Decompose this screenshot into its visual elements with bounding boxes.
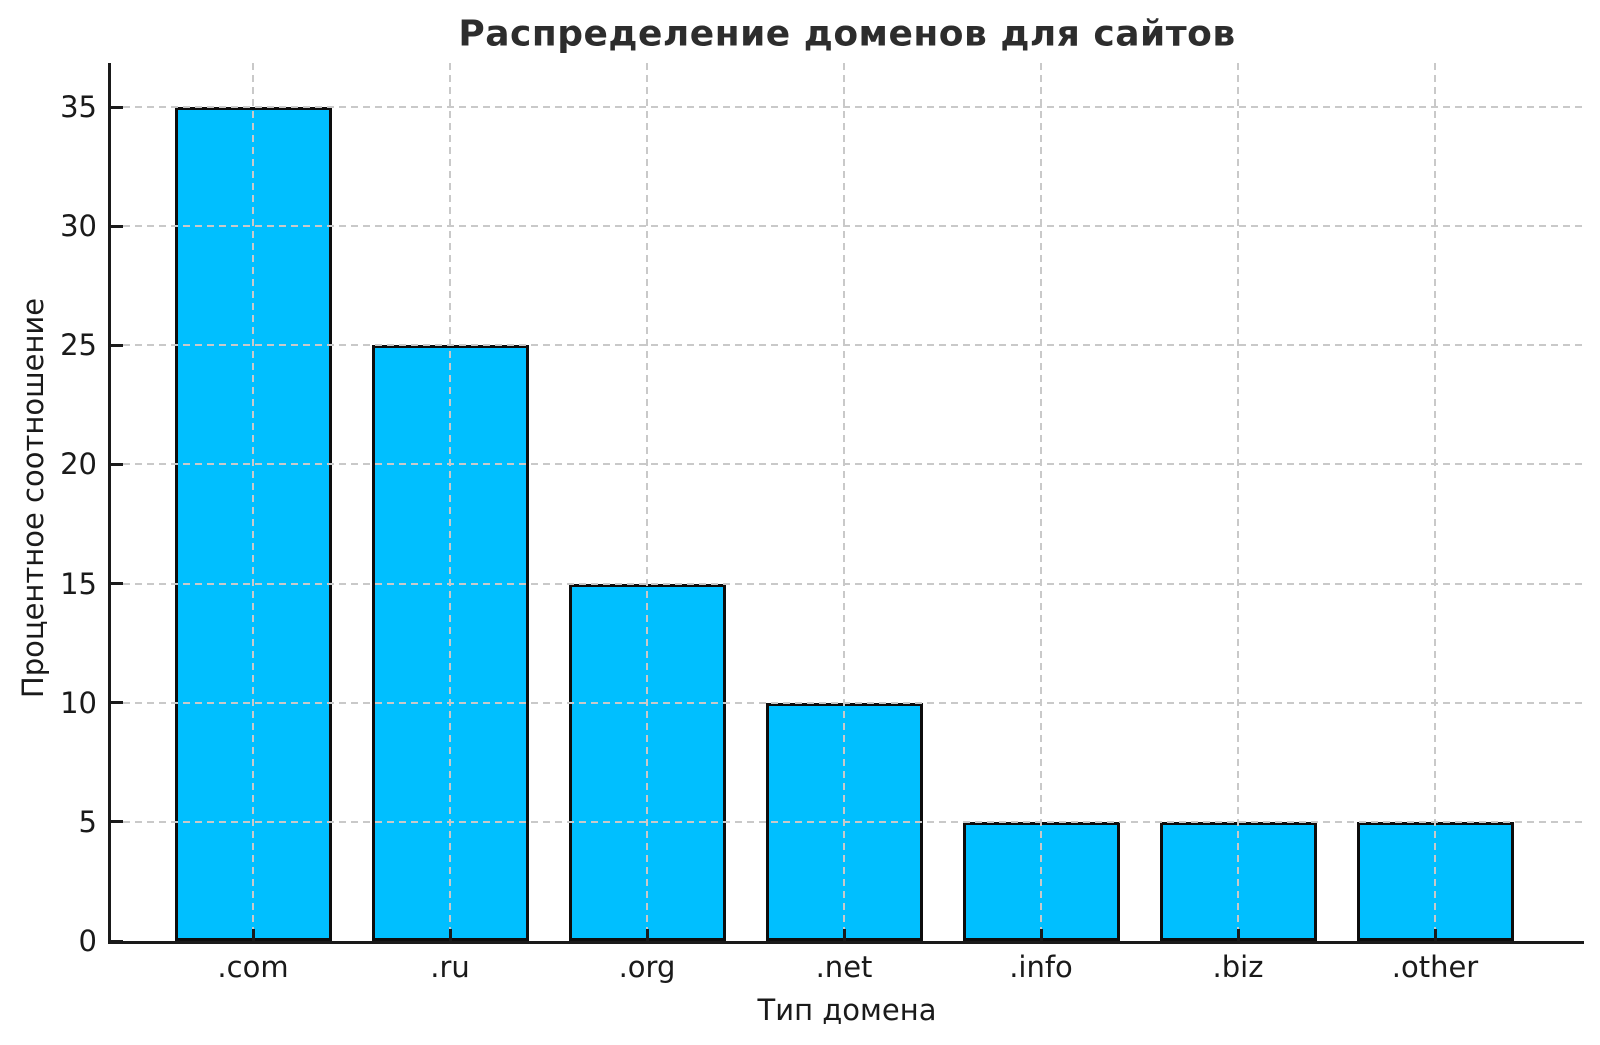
y-tick-label-30: 30	[60, 209, 97, 244]
bar-net	[765, 702, 923, 941]
x-tick-label-com: .com	[217, 950, 289, 984]
y-tick-label-5: 5	[78, 804, 97, 839]
bar-com	[174, 107, 332, 941]
y-tick-label-35: 35	[60, 90, 97, 125]
x-tick-label-org: .org	[618, 950, 676, 984]
y-tick-label-10: 10	[60, 685, 97, 720]
x-axis-label: Тип домена	[757, 993, 937, 1027]
bar-other	[1356, 821, 1514, 941]
x-tick-label-net: .net	[815, 950, 873, 984]
y-tick-label-25: 25	[60, 328, 97, 363]
bar-biz	[1159, 821, 1317, 941]
x-tick-label-info: .info	[1009, 950, 1073, 984]
bar-org	[568, 583, 726, 941]
y-tick-label-0: 0	[78, 924, 97, 958]
x-tick-label-other: .other	[1391, 950, 1479, 984]
y-tick-label-20: 20	[60, 447, 97, 482]
bars-layer	[111, 63, 1584, 941]
bar-info	[962, 821, 1120, 941]
plot-area	[108, 63, 1584, 944]
x-tick-label-biz: .biz	[1212, 950, 1264, 984]
bar-ru	[371, 345, 529, 941]
chart-title: Распределение доменов для сайтов	[458, 13, 1236, 55]
x-tick-label-ru: .ru	[430, 950, 470, 984]
y-tick-label-15: 15	[60, 566, 97, 601]
